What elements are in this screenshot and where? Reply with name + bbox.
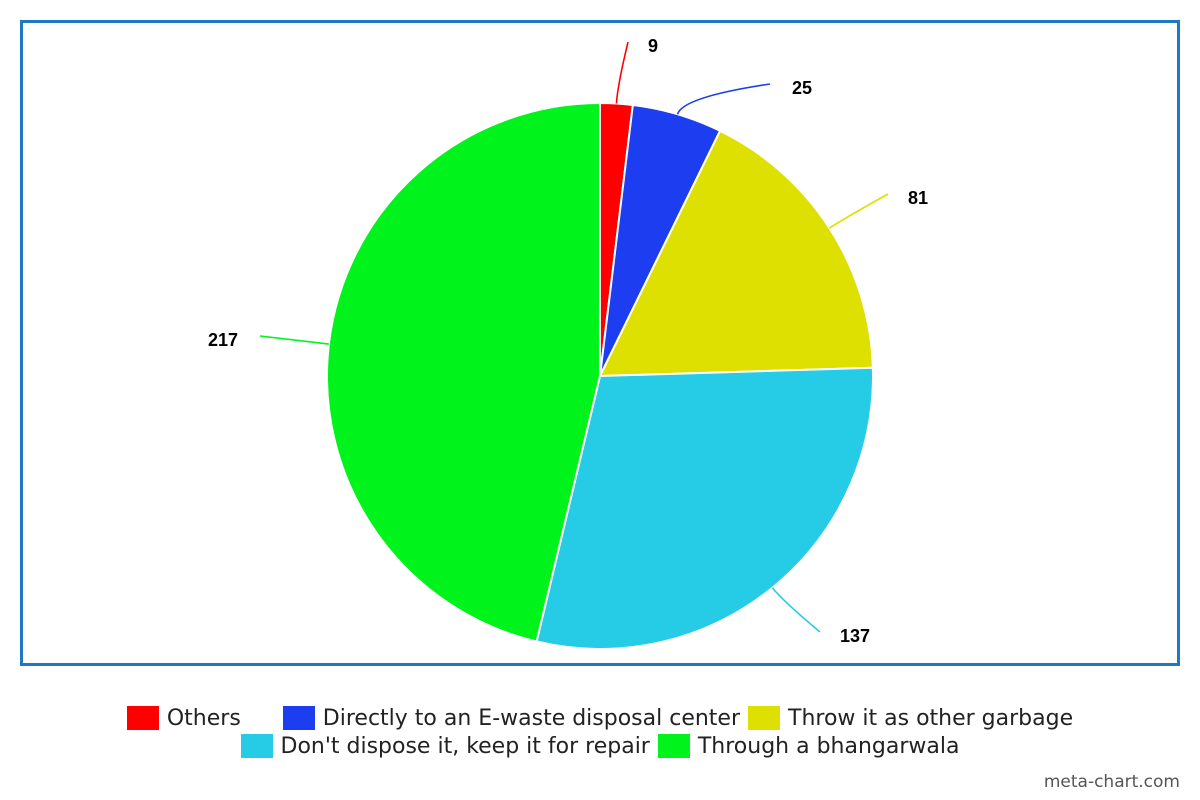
legend-swatch-e-waste-center xyxy=(282,706,315,730)
leader-line-keep-for-repair xyxy=(771,587,821,633)
legend-item-bhangarwala[interactable]: Through a bhangarwala xyxy=(657,733,960,759)
leader-line-others xyxy=(615,41,629,104)
legend-label-bhangarwala: Through a bhangarwala xyxy=(697,733,960,759)
leader-lines xyxy=(259,41,889,633)
data-label-e-waste-center: 25 xyxy=(792,78,812,98)
legend-item-keep-for-repair[interactable]: Don't dispose it, keep it for repair xyxy=(240,733,650,759)
leader-line-e-waste-center xyxy=(676,83,771,115)
legend-label-other-garbage: Throw it as other garbage xyxy=(788,705,1074,731)
legend-item-others[interactable]: Others xyxy=(126,705,241,731)
legend-label-others: Others xyxy=(166,705,241,731)
pie-slice-keep-for-repair[interactable] xyxy=(535,366,874,650)
pie-slices xyxy=(326,101,874,650)
legend-item-e-waste-center[interactable]: Directly to an E-waste disposal center xyxy=(282,705,741,731)
watermark-text: meta-chart.com xyxy=(1043,772,1180,792)
leader-line-other-garbage xyxy=(829,193,889,229)
data-label-bhangarwala: 217 xyxy=(208,330,238,350)
data-label-other-garbage: 81 xyxy=(908,188,928,208)
legend-swatch-keep-for-repair xyxy=(240,734,273,758)
legend-label-e-waste-center: Directly to an E-waste disposal center xyxy=(322,705,741,731)
legend-swatch-bhangarwala xyxy=(657,734,690,758)
leader-line-bhangarwala xyxy=(259,335,329,345)
legend-label-keep-for-repair: Don't dispose it, keep it for repair xyxy=(280,733,650,759)
legend-row-1: Others Directly to an E-waste disposal c… xyxy=(0,704,1200,732)
legend-item-other-garbage[interactable]: Throw it as other garbage xyxy=(748,706,1073,731)
legend-swatch-other-garbage xyxy=(748,706,781,730)
legend-row-2: Don't dispose it, keep it for repair Thr… xyxy=(0,732,1200,760)
data-label-others: 9 xyxy=(648,36,658,56)
legend: Others Directly to an E-waste disposal c… xyxy=(0,704,1200,760)
legend-swatch-others xyxy=(126,706,159,730)
pie-slice-bhangarwala[interactable] xyxy=(326,101,601,643)
data-labels: 9 25 81 137 217 xyxy=(208,36,928,646)
data-label-keep-for-repair: 137 xyxy=(840,626,870,646)
